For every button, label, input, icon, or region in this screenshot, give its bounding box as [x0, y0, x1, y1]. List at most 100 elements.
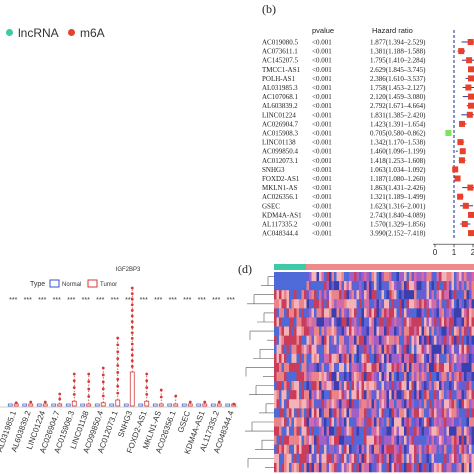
heatmap-cell: [369, 408, 372, 418]
heatmap-cell: [371, 444, 375, 455]
heatmap-cell: [326, 381, 330, 391]
heatmap-cell: [376, 281, 380, 291]
heatmap-cell: [461, 426, 465, 436]
heatmap-cell: [456, 290, 460, 300]
heatmap-cell: [344, 444, 347, 455]
heatmap-cell: [471, 426, 474, 436]
heatmap-cell: [374, 372, 377, 382]
heatmap-cell: [294, 372, 297, 382]
forest-pvalue: <0.001: [312, 102, 332, 110]
forest-gene-label: SNHG3: [262, 166, 285, 174]
heatmap-cell: [296, 317, 300, 327]
box-outlier-point: [101, 380, 105, 384]
significance-stars: ***: [53, 297, 61, 304]
heatmap-cell: [391, 444, 395, 455]
heatmap-cell: [331, 326, 335, 336]
heatmap-cell: [469, 299, 472, 309]
heatmap-cell: [384, 381, 387, 391]
heatmap-cell: [276, 390, 280, 400]
heatmap-cell: [409, 435, 412, 446]
heatmap-cell: [364, 444, 367, 455]
box-outlier-point: [116, 384, 120, 388]
heatmap-cell: [296, 290, 300, 300]
heatmap-cell: [464, 272, 467, 282]
heatmap-cell: [329, 444, 332, 455]
panel-letter-d: (d): [238, 262, 252, 276]
heatmap-cell: [324, 281, 327, 291]
heatmap-cell: [371, 290, 375, 300]
heatmap-cell: [421, 290, 425, 300]
heatmap-cell: [424, 317, 427, 327]
heatmap-cell: [399, 444, 402, 455]
heatmap-cell: [284, 290, 287, 300]
heatmap-cell: [389, 353, 392, 364]
heatmap-cell: [334, 399, 337, 409]
heatmap-cell: [276, 290, 280, 300]
forest-pvalue: <0.001: [312, 184, 332, 192]
heatmap-cell: [394, 444, 397, 455]
heatmap-cell: [469, 462, 472, 473]
heatmap-cell: [324, 335, 327, 346]
heatmap-cell: [396, 462, 400, 473]
heatmap-cell: [431, 372, 435, 382]
heatmap-cell: [324, 299, 327, 309]
heatmap-cell: [361, 462, 365, 473]
heatmap-cell: [446, 408, 450, 418]
heatmap-cell: [374, 399, 377, 409]
heatmap-cell: [391, 308, 395, 318]
heatmap-cell: [449, 408, 452, 418]
heatmap-cell: [296, 381, 300, 391]
heatmap-cell: [274, 299, 277, 309]
heatmap-cell: [359, 417, 362, 427]
heatmap-cell: [279, 390, 282, 400]
heatmap-cell: [406, 308, 410, 318]
heatmap-cell: [381, 326, 385, 336]
heatmap-cell: [401, 362, 405, 373]
heatmap-cell: [379, 426, 382, 436]
box-outlier-point: [130, 331, 134, 335]
heatmap-cell: [391, 372, 395, 382]
heatmap-cell: [364, 290, 367, 300]
heatmap-cell: [301, 453, 305, 464]
heatmap-cell: [311, 426, 315, 436]
heatmap-cell: [354, 281, 357, 291]
heatmap-cell: [364, 344, 367, 355]
heatmap-cell: [321, 408, 325, 418]
heatmap-cell: [391, 399, 395, 409]
heatmap-cell: [291, 453, 295, 464]
heatmap-cell: [414, 372, 417, 382]
heatmap-cell: [294, 453, 297, 464]
heatmap-cell: [286, 353, 290, 364]
heatmap-cell: [406, 399, 410, 409]
heatmap-cell: [276, 344, 280, 355]
heatmap-cell: [341, 390, 345, 400]
heatmap-cell: [389, 399, 392, 409]
heatmap-cell: [356, 462, 360, 473]
heatmap-cell: [471, 399, 474, 409]
heatmap-cell: [334, 344, 337, 355]
heatmap-cell: [441, 462, 445, 473]
heatmap-cell: [339, 372, 342, 382]
heatmap-cell: [414, 353, 417, 364]
forest-hr-text: 2.792(1.671–4.664): [370, 102, 426, 110]
heatmap-cell: [414, 426, 417, 436]
forest-hr-text: 1.623(1.316–2.001): [370, 202, 426, 210]
significance-stars: ***: [140, 297, 148, 304]
heatmap-cell: [289, 290, 292, 300]
heatmap-cell: [291, 272, 295, 282]
box-normal: [65, 403, 71, 407]
heatmap-cell: [384, 353, 387, 364]
forest-gene-label: AC026904.7: [262, 120, 298, 128]
heatmap-cell: [389, 390, 392, 400]
heatmap-cell: [466, 281, 470, 291]
heatmap-cell: [366, 426, 370, 436]
heatmap-cell: [431, 453, 435, 464]
heatmap-cell: [334, 272, 337, 282]
heatmap-cell: [304, 426, 307, 436]
heatmap-cell: [449, 299, 452, 309]
heatmap-cell: [389, 417, 392, 427]
heatmap-cell: [281, 335, 285, 346]
heatmap-cell: [379, 462, 382, 473]
heatmap-cell: [334, 372, 337, 382]
heatmap-cell: [426, 290, 430, 300]
